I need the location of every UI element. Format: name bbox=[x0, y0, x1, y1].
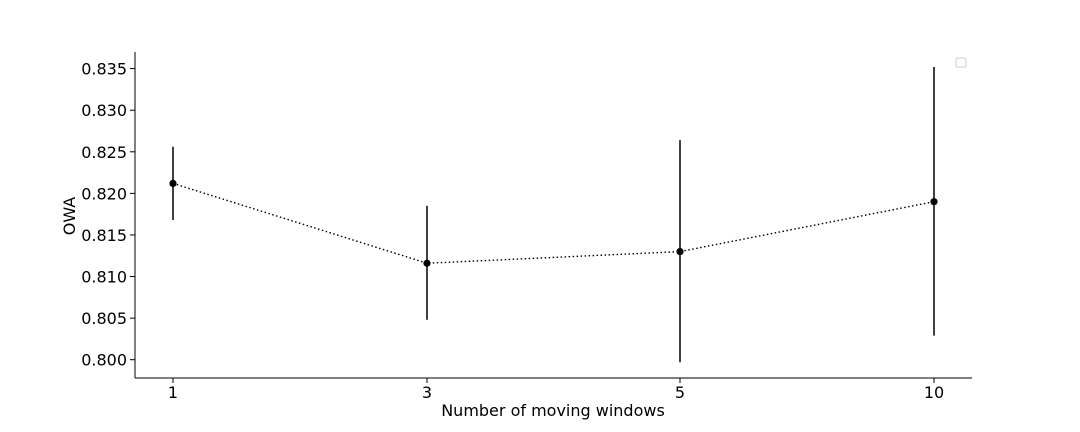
y-tick-label: 0.800 bbox=[81, 351, 127, 370]
data-point bbox=[676, 247, 684, 256]
y-ticks: 0.800 0.805 0.810 0.815 0.820 0.825 0.830 0.835 bbox=[81, 60, 135, 370]
series-line bbox=[172, 182, 935, 264]
legend-box bbox=[955, 57, 967, 68]
y-tick-label: 0.820 bbox=[81, 184, 127, 203]
y-tick-label: 0.810 bbox=[81, 268, 127, 287]
data-point bbox=[423, 259, 431, 267]
x-ticks: 1 3 5 10 bbox=[168, 378, 944, 402]
x-tick-label: 5 bbox=[675, 383, 685, 402]
y-tick-label: 0.835 bbox=[81, 60, 127, 79]
y-axis-label: OWA bbox=[60, 197, 79, 236]
y-tick-label: 0.805 bbox=[81, 309, 127, 328]
plot-area bbox=[134, 52, 972, 379]
y-tick-label: 0.830 bbox=[81, 101, 127, 120]
y-tick-label: 0.825 bbox=[81, 143, 127, 162]
x-tick-label: 10 bbox=[924, 383, 944, 402]
x-axis-label: Number of moving windows bbox=[441, 401, 665, 420]
x-tick-label: 3 bbox=[422, 383, 432, 402]
error-bars bbox=[172, 66, 935, 363]
data-point bbox=[169, 179, 177, 187]
series-lines bbox=[172, 182, 935, 264]
points bbox=[169, 179, 938, 267]
data-point bbox=[930, 198, 938, 206]
x-tick-label: 1 bbox=[168, 383, 178, 402]
y-tick-label: 0.815 bbox=[81, 226, 127, 245]
